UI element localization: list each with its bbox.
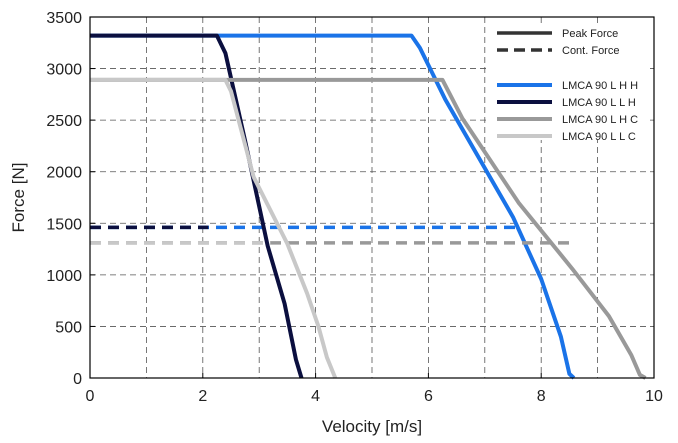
peak-force-line-lmca-90-l-l-c [90, 77, 338, 379]
x-tick-label: 6 [424, 388, 433, 405]
y-tick-label: 1500 [46, 216, 82, 233]
peak-force-line-lmca-90-l-h-c [90, 77, 647, 380]
legend-label-dashed: Cont. Force [562, 45, 619, 57]
peak-force-line-lmca-90-l-l-h [90, 33, 304, 379]
legend-label-solid: Peak Force [562, 28, 618, 40]
legend-label-lmca-90-l-l-h: LMCA 90 L L H [562, 97, 636, 109]
series-group [90, 33, 647, 380]
y-tick-label: 2000 [46, 165, 82, 182]
x-tick-label: 4 [311, 388, 320, 405]
y-ticks: 0 500 1000 1500 2000 2500 3000 3500 [46, 10, 95, 388]
y-tick-label: 3500 [46, 10, 82, 27]
legend: Peak Force Cont. Force LMCA 90 L H H LMCA 9… [488, 24, 648, 143]
legend-label-lmca-90-l-l-c: LMCA 90 L L C [562, 131, 636, 143]
y-axis-label: Force [N] [9, 163, 28, 233]
x-tick-label: 10 [645, 388, 663, 405]
x-tick-label: 8 [537, 388, 546, 405]
y-tick-label: 0 [73, 371, 82, 388]
x-tick-label: 0 [86, 388, 95, 405]
legend-label-lmca-90-l-h-h: LMCA 90 L H H [562, 80, 638, 92]
x-ticks: 0 2 4 6 8 10 [86, 373, 663, 405]
peak-force-line-lmca-90-l-h-h [90, 33, 576, 380]
legend-label-lmca-90-l-h-c: LMCA 90 L H C [562, 114, 638, 126]
x-tick-label: 2 [198, 388, 207, 405]
plot-frame [89, 16, 655, 379]
y-tick-label: 3000 [46, 62, 82, 79]
y-tick-label: 1000 [46, 268, 82, 285]
x-axis-label: Velocity [m/s] [322, 417, 422, 436]
y-tick-label: 2500 [46, 113, 82, 130]
y-tick-label: 500 [55, 319, 82, 336]
